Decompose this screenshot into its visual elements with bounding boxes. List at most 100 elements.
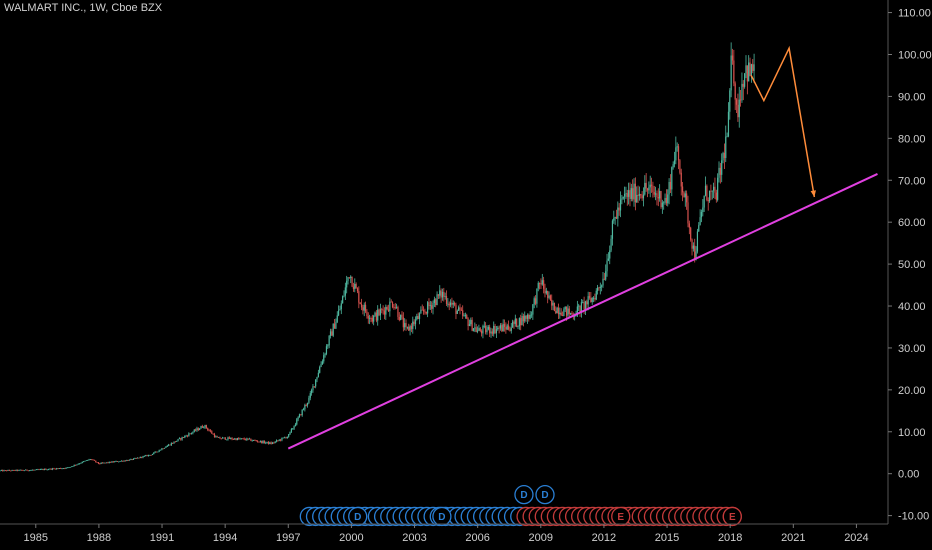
candle-body	[556, 307, 558, 314]
candle-body	[688, 223, 690, 228]
candle-body	[149, 454, 151, 456]
dividend-badge-circle	[514, 485, 534, 505]
candle-body	[574, 316, 576, 317]
candle-body	[189, 433, 191, 435]
candle-body	[718, 167, 720, 178]
candle-body	[715, 192, 717, 200]
candle-body	[54, 468, 56, 470]
candle-body	[552, 302, 554, 306]
candle-body	[521, 316, 523, 326]
candle-body	[122, 460, 124, 462]
candle-body	[192, 431, 194, 434]
candle-body	[436, 294, 438, 306]
dividend-badge[interactable]: D	[535, 485, 555, 505]
candle-body	[39, 469, 42, 471]
candle-body	[557, 307, 560, 315]
candle-body	[176, 440, 178, 442]
earnings-badge[interactable]: E	[722, 506, 742, 527]
candle-body	[540, 283, 542, 285]
candle-body	[116, 461, 118, 462]
candle-body	[277, 440, 279, 442]
candle-body	[312, 386, 314, 391]
candle-body	[393, 307, 395, 308]
candle-body	[47, 469, 50, 471]
candle-body	[300, 414, 302, 416]
candle-body	[284, 437, 286, 439]
candle-body	[748, 62, 750, 82]
candle-body	[360, 304, 363, 308]
candle-body	[458, 307, 460, 311]
candle-body	[640, 194, 642, 196]
candle-body	[462, 310, 464, 316]
earnings-badge[interactable]: E	[611, 506, 631, 527]
candle-body	[200, 426, 202, 429]
candle-body	[669, 181, 672, 190]
candle-body	[548, 295, 550, 298]
candle-body	[489, 326, 491, 334]
candle-body	[721, 160, 723, 175]
dividend-badge[interactable]: D	[514, 485, 534, 505]
candle-body	[253, 440, 255, 441]
candle-body	[308, 397, 310, 403]
candle-body	[87, 460, 89, 461]
candle-body	[675, 147, 677, 161]
candle-body	[50, 468, 52, 470]
candle-body	[165, 446, 167, 448]
candle-body	[373, 315, 375, 322]
candle-body	[80, 462, 82, 464]
candle-body	[655, 193, 657, 195]
candle-body	[386, 307, 388, 310]
candle-body	[431, 305, 433, 309]
candle-body	[618, 207, 620, 211]
candle-body	[257, 441, 259, 442]
candle-body	[471, 319, 473, 331]
dividend-badge[interactable]: D	[348, 506, 368, 527]
candle-body	[95, 460, 97, 463]
candle-body	[497, 327, 499, 330]
candle-body	[317, 372, 319, 378]
candle-body	[286, 436, 288, 439]
candle-body	[703, 195, 705, 208]
candle-body	[665, 197, 667, 204]
candle-body	[199, 428, 201, 430]
candle-body	[66, 467, 69, 469]
candle-body	[162, 448, 164, 450]
candle-body	[405, 323, 407, 327]
candle-body	[302, 409, 305, 411]
candle-body	[96, 462, 98, 463]
candle-body	[316, 377, 318, 380]
candle-body	[549, 295, 551, 300]
candle-body	[723, 152, 726, 158]
candle-body	[638, 194, 641, 196]
candle-body	[333, 323, 336, 329]
candle-body	[571, 312, 573, 315]
candle-body	[23, 470, 25, 472]
candle-body	[530, 314, 533, 316]
candle-body	[347, 277, 349, 281]
candle-body	[11, 470, 13, 471]
candle-body	[101, 462, 104, 464]
candle-body	[648, 187, 650, 191]
candle-body	[537, 282, 539, 289]
candle-body	[92, 459, 94, 461]
candle-body	[534, 298, 537, 304]
dividend-badge-circle	[432, 506, 452, 527]
candle-body	[342, 296, 344, 304]
candle-body	[478, 328, 480, 331]
candle-body	[433, 299, 435, 303]
candle-body	[451, 302, 453, 305]
candle-body	[346, 280, 348, 288]
candle-body	[663, 202, 665, 204]
candle-body	[598, 287, 600, 289]
candle-body	[375, 312, 377, 321]
candle-body	[243, 438, 245, 440]
candle-body	[667, 194, 669, 204]
candle-body	[580, 302, 583, 313]
candle-body	[46, 469, 48, 471]
candle-body	[626, 193, 628, 197]
candle-body	[240, 438, 243, 440]
dividend-badge[interactable]: D	[432, 506, 452, 527]
candle-body	[348, 277, 350, 279]
candle-body	[447, 303, 449, 305]
